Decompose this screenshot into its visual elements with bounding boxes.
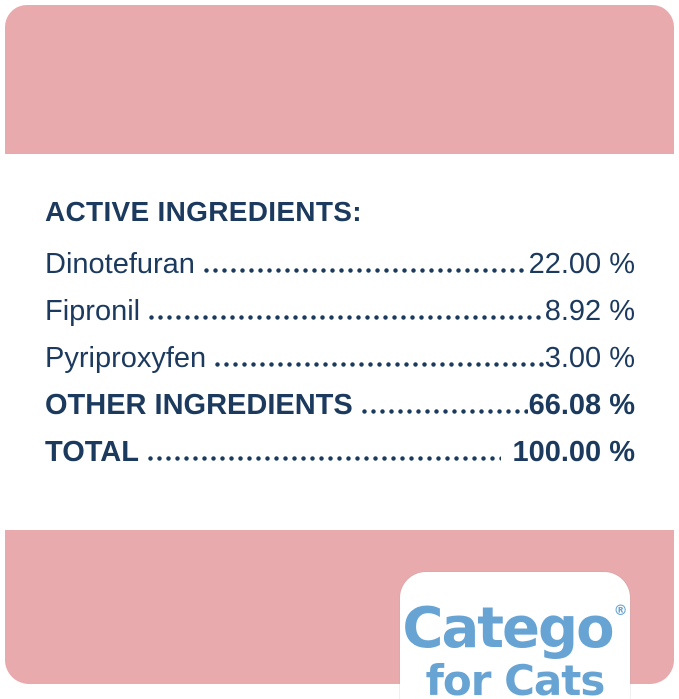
ingredients-panel: ACTIVE INGREDIENTS: Dinotefuran 22.00 % … bbox=[45, 196, 635, 484]
ingredient-row-dinotefuran: Dinotefuran 22.00 % bbox=[45, 249, 635, 280]
ingredient-value: 22.00 % bbox=[528, 248, 635, 280]
ingredient-value: 3.00 % bbox=[544, 342, 635, 374]
brand-logo-box: Catego® for Cats bbox=[400, 572, 630, 699]
ingredient-value: 100.00 % bbox=[512, 436, 635, 468]
ingredient-name: OTHER INGREDIENTS bbox=[45, 389, 353, 421]
dot-leader bbox=[147, 315, 544, 320]
ingredient-value: 66.08 % bbox=[528, 389, 635, 421]
ingredient-row-total: TOTAL 100.00 % bbox=[45, 437, 635, 468]
ingredient-row-fipronil: Fipronil 8.92 % bbox=[45, 296, 635, 327]
brand-name-text: Catego bbox=[402, 596, 614, 661]
dot-leader bbox=[213, 362, 544, 367]
dot-leader bbox=[145, 456, 502, 461]
ingredient-row-other-ingredients: OTHER INGREDIENTS 66.08 % bbox=[45, 390, 635, 421]
registered-trademark-icon: ® bbox=[613, 603, 628, 619]
dot-leader bbox=[201, 268, 528, 273]
active-ingredients-heading: ACTIVE INGREDIENTS: bbox=[45, 196, 362, 227]
ingredient-value: 8.92 % bbox=[544, 295, 635, 327]
brand-subtitle: for Cats bbox=[425, 656, 606, 699]
dot-leader bbox=[359, 409, 528, 414]
ingredient-name: Fipronil bbox=[45, 295, 141, 327]
ingredient-name: TOTAL bbox=[45, 436, 139, 468]
ingredient-row-pyriproxyfen: Pyriproxyfen 3.00 % bbox=[45, 343, 635, 374]
ingredient-name: Dinotefuran bbox=[45, 248, 195, 280]
brand-name: Catego® bbox=[400, 581, 630, 659]
ingredient-name: Pyriproxyfen bbox=[45, 342, 207, 374]
top-pink-band bbox=[5, 5, 674, 154]
